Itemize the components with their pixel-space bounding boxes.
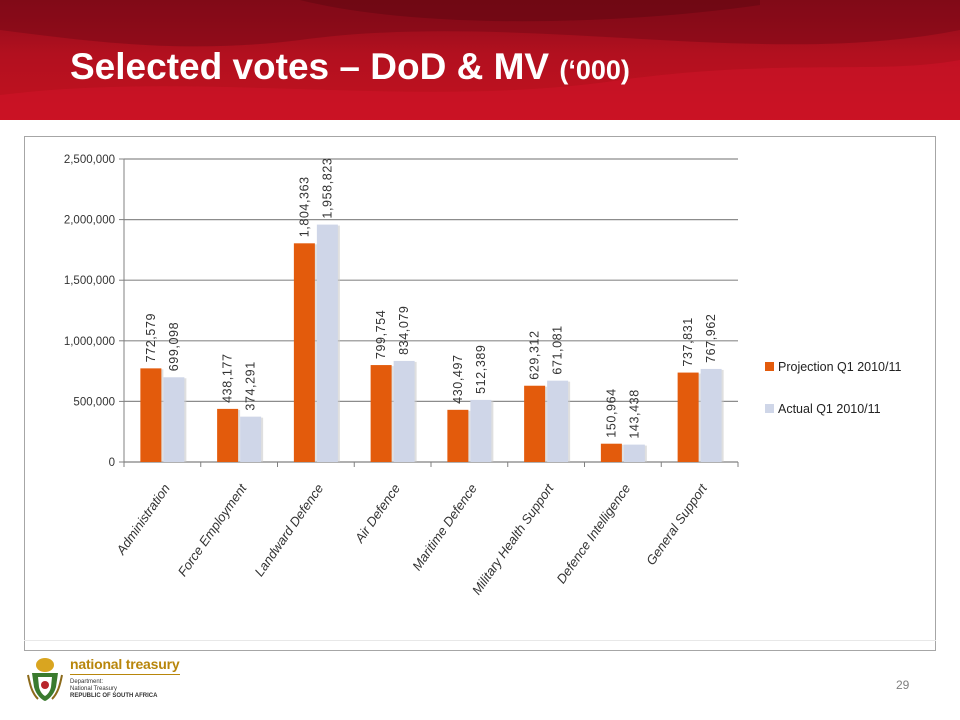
data-label: 699,098 <box>167 322 181 371</box>
logo-line-treasury: National Treasury <box>70 686 118 692</box>
slide-title-text: Selected votes – DoD & MV <box>70 46 550 87</box>
data-label: 1,958,823 <box>320 158 334 219</box>
data-label: 834,079 <box>397 306 411 355</box>
bar-projection <box>293 243 315 462</box>
legend-label: Actual Q1 2010/11 <box>778 402 881 416</box>
bar-actual <box>700 368 722 462</box>
category-label: Force Employment <box>175 480 251 579</box>
bar-projection <box>447 409 469 462</box>
bar-projection <box>140 368 162 462</box>
footer-divider <box>24 640 936 641</box>
category-label: Administration <box>113 481 173 558</box>
category-label: General Support <box>643 480 711 568</box>
category-label: Military Health Support <box>469 480 558 597</box>
bar-actual <box>240 416 262 462</box>
logo-line-department: Department: <box>70 679 104 685</box>
category-label: Landward Defence <box>251 481 326 579</box>
bar-actual <box>470 399 492 462</box>
category-label: Maritime Defence <box>409 481 480 573</box>
slide-header: Selected votes – DoD & MV (‘000) <box>0 0 960 120</box>
bar-actual <box>547 380 569 462</box>
chart-frame: 0 500,000 1,000,000 1,500,000 2,000,000 2,500… <box>24 136 936 651</box>
national-treasury-logo: national treasury Department: National T… <box>26 655 180 705</box>
legend-swatch-projection <box>765 362 774 371</box>
data-label: 772,579 <box>144 313 158 362</box>
header-wave-decoration <box>0 0 960 120</box>
bar-actual <box>623 444 645 462</box>
data-label: 374,291 <box>244 361 258 410</box>
y-tick-label: 0 <box>109 457 115 469</box>
bar-actual <box>316 224 338 462</box>
y-tick-label: 1,500,000 <box>64 275 115 287</box>
coat-of-arms-icon <box>27 658 63 701</box>
y-tick-label: 2,000,000 <box>64 215 115 227</box>
data-label: 671,081 <box>551 325 565 374</box>
page-number: 29 <box>896 678 910 692</box>
bar-chart: 0 500,000 1,000,000 1,500,000 2,000,000 2,500… <box>64 154 902 597</box>
bar-actual <box>393 360 415 462</box>
data-label: 512,389 <box>474 345 488 394</box>
legend-swatch-actual <box>765 404 774 413</box>
data-label: 799,754 <box>374 310 388 359</box>
bar-projection <box>600 443 622 462</box>
data-label: 629,312 <box>528 330 542 379</box>
y-tick-label: 1,000,000 <box>64 336 115 348</box>
bar-actual <box>163 377 185 462</box>
data-label: 430,497 <box>451 354 465 403</box>
y-tick-label: 2,500,000 <box>64 154 115 166</box>
slide-title: Selected votes – DoD & MV (‘000) <box>70 46 630 88</box>
category-label: Air Defence <box>351 481 403 546</box>
category-label: Defence Intelligence <box>553 481 633 586</box>
data-label: 737,831 <box>681 317 695 366</box>
logo-name: national treasury <box>70 656 180 672</box>
y-tick-label: 500,000 <box>73 396 115 408</box>
data-label: 143,438 <box>627 389 641 438</box>
data-label: 438,177 <box>221 354 235 403</box>
logo-rule <box>70 674 180 675</box>
bar-projection <box>524 385 546 462</box>
data-label: 767,962 <box>704 314 718 363</box>
bar-projection <box>217 408 239 462</box>
data-label: 150,964 <box>604 388 618 437</box>
slide-title-unit: (‘000) <box>559 55 630 85</box>
logo-line-country: REPUBLIC OF SOUTH AFRICA <box>70 693 158 699</box>
bar-projection <box>370 365 392 462</box>
data-label: 1,804,363 <box>297 176 311 237</box>
legend-label: Projection Q1 2010/11 <box>778 360 902 374</box>
bar-projection <box>677 372 699 462</box>
